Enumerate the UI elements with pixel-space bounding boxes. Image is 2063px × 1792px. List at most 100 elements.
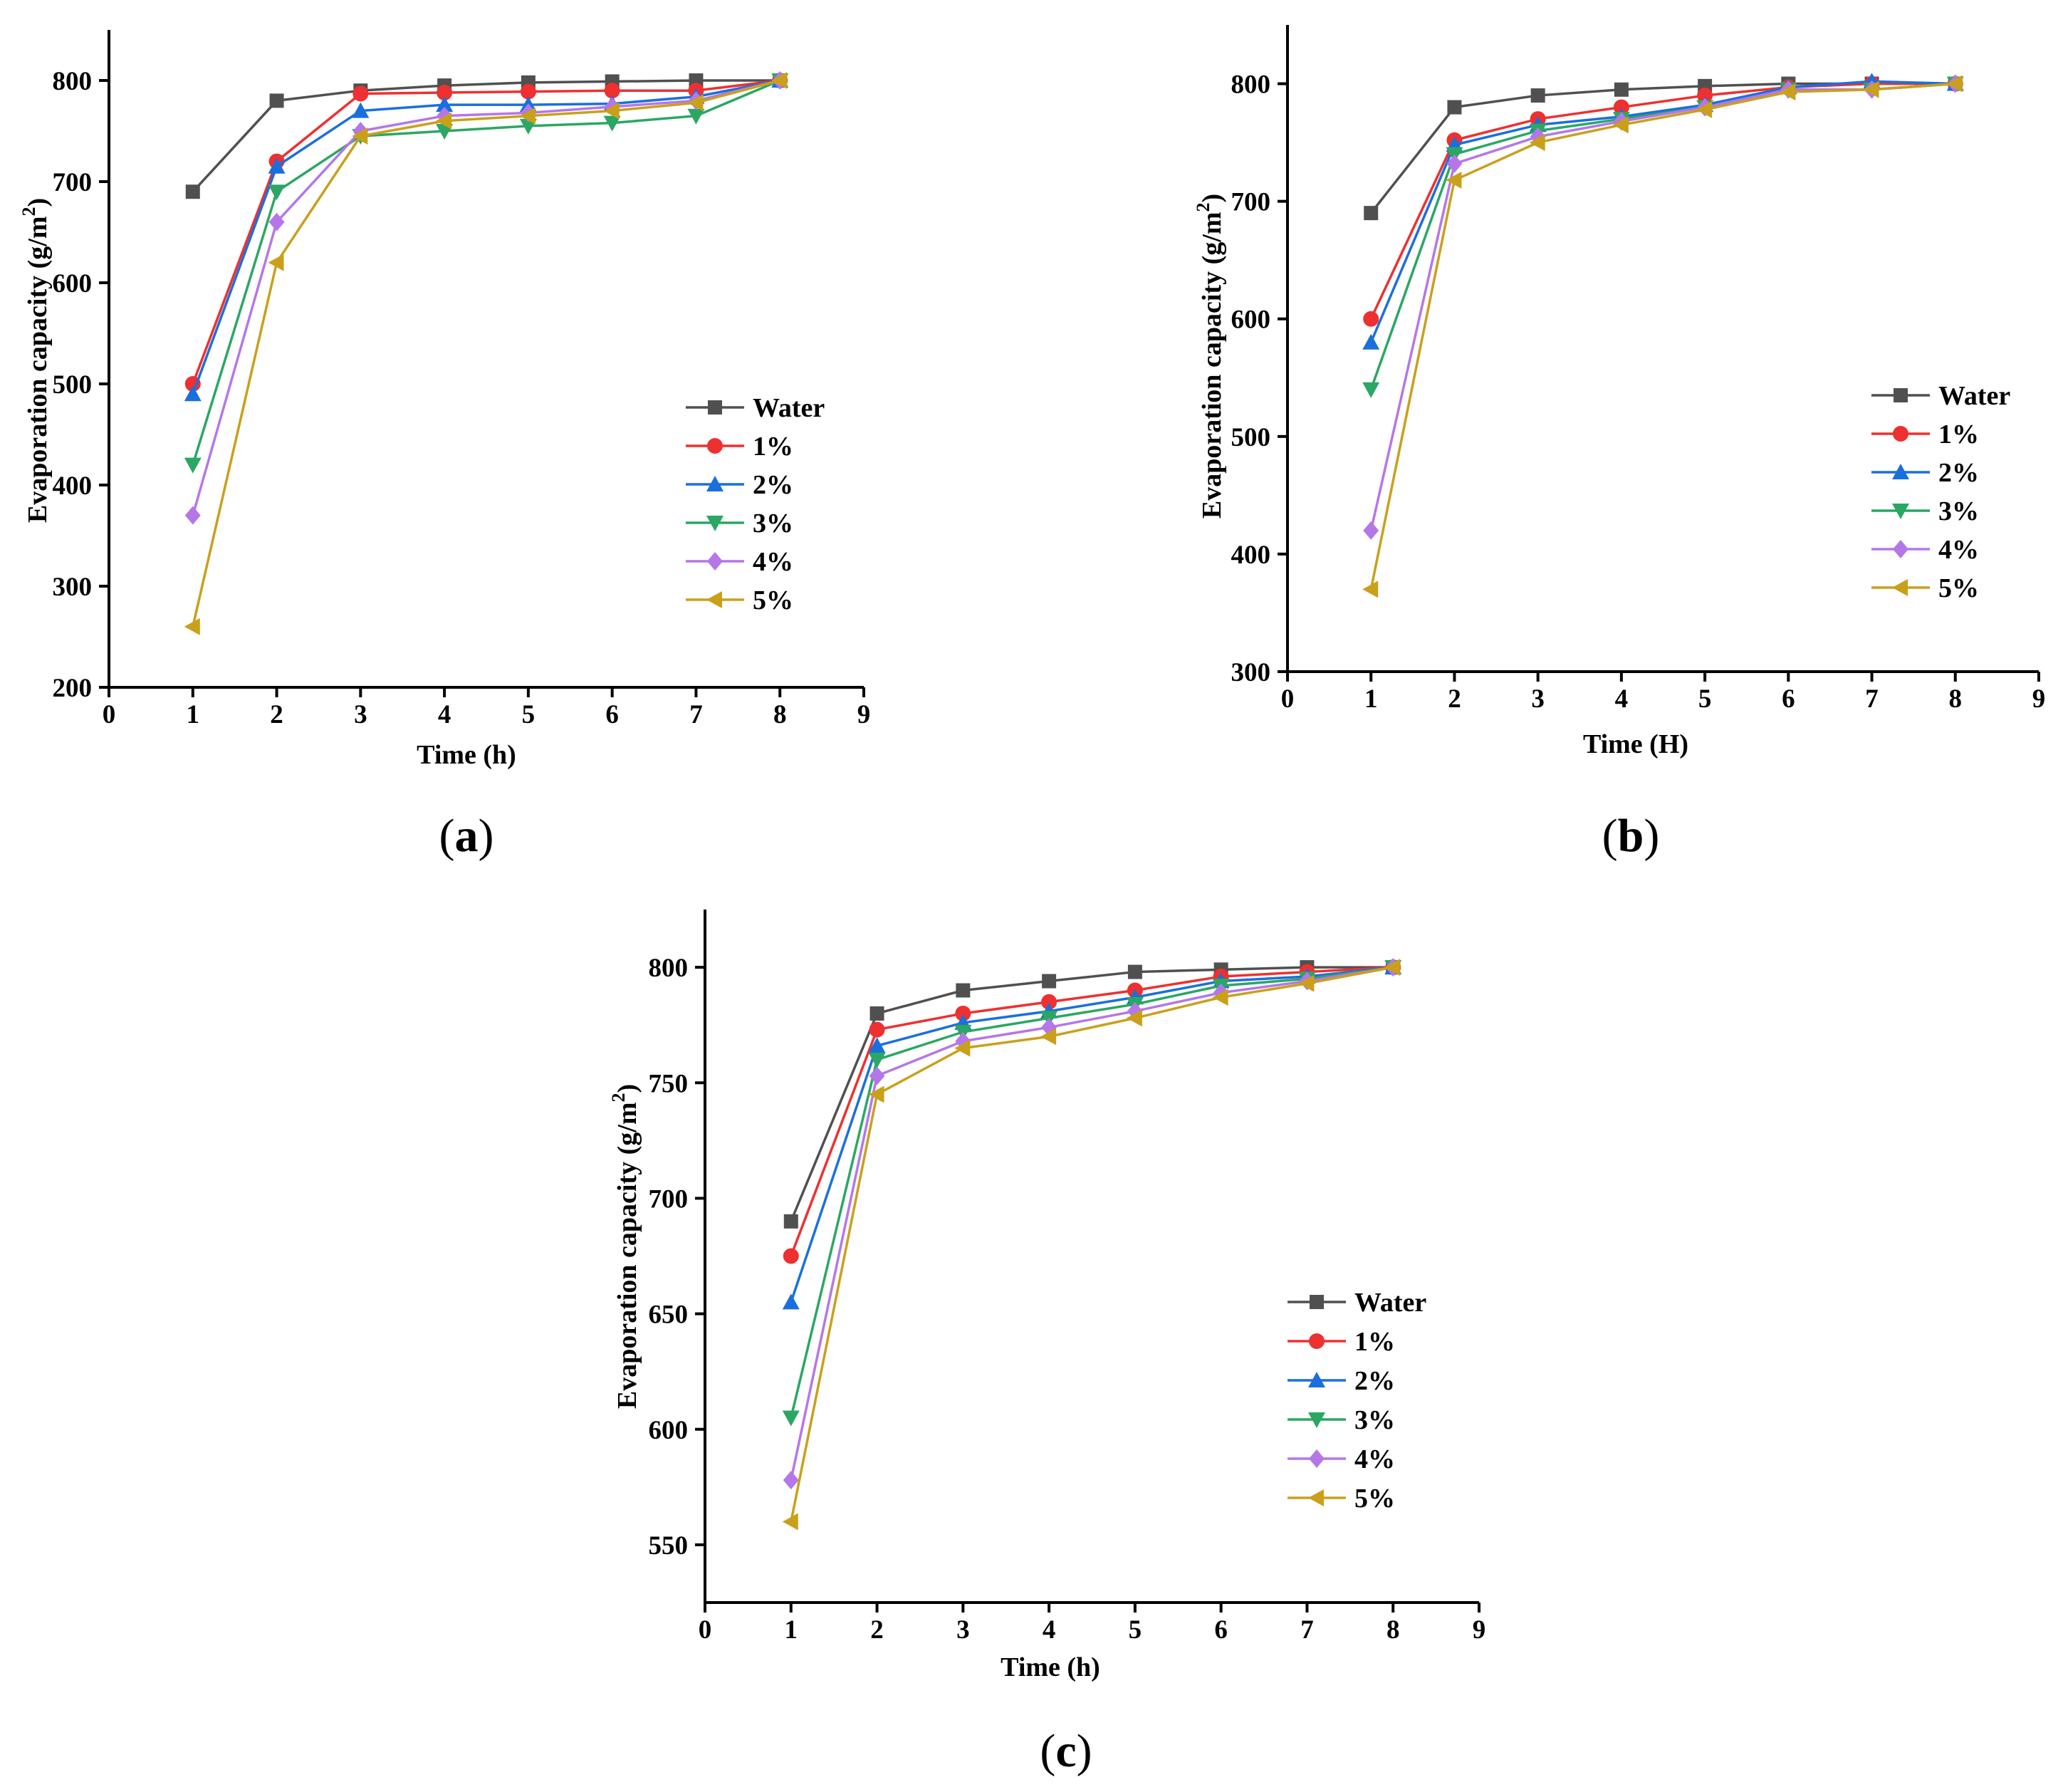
data-point <box>268 212 285 231</box>
legend-label: 3% <box>1354 1405 1395 1435</box>
x-axis-title: Time (h) <box>1001 1652 1100 1682</box>
legend-label: 4% <box>1938 535 1979 565</box>
x-tick-label: 2 <box>270 700 283 729</box>
y-axis-title: Evaporation capacity (g/m2) <box>19 198 53 523</box>
x-tick-label: 7 <box>1865 684 1879 714</box>
data-point <box>1042 974 1057 989</box>
data-point <box>185 184 200 199</box>
data-point <box>352 127 368 145</box>
data-point <box>1040 1028 1057 1046</box>
series-line-5% <box>192 79 780 627</box>
legend-marker <box>1309 1449 1325 1468</box>
data-point <box>184 385 202 402</box>
data-point <box>1780 83 1796 101</box>
data-point <box>1362 333 1380 350</box>
data-point <box>603 115 621 132</box>
y-tick-label: 300 <box>53 573 93 602</box>
legend-label: Water <box>1354 1288 1426 1318</box>
legend-marker <box>1308 1489 1324 1506</box>
data-point <box>1212 989 1228 1006</box>
data-point <box>782 1513 798 1531</box>
series-line-1% <box>192 79 780 385</box>
data-point <box>520 83 536 100</box>
data-point <box>1041 994 1057 1010</box>
legend-marker <box>707 552 723 571</box>
x-tick-label: 6 <box>605 700 619 729</box>
legend-marker <box>1894 388 1908 402</box>
panel-label: (b) <box>1602 810 1660 862</box>
legend-label: 4% <box>1354 1444 1395 1474</box>
data-point <box>184 506 201 525</box>
data-point <box>868 1037 886 1053</box>
x-tick-label: 5 <box>522 700 536 729</box>
y-tick-label: 300 <box>1231 658 1271 687</box>
data-point <box>783 1248 799 1264</box>
data-point <box>604 83 620 99</box>
legend-marker <box>706 516 724 531</box>
x-tick-label: 6 <box>1782 684 1795 714</box>
legend-label: 1% <box>1938 420 1979 449</box>
data-point <box>687 108 705 125</box>
y-tick-label: 200 <box>53 674 93 703</box>
chart-panel-c: Time (h) Evaporation capacity (g/m2) (c)… <box>608 910 1485 1777</box>
legend-label: 1% <box>753 432 793 462</box>
legend-label: 4% <box>753 547 793 577</box>
legend-label: 1% <box>1354 1327 1395 1357</box>
y-tick-label: 800 <box>53 67 93 96</box>
data-point <box>1530 88 1545 103</box>
data-point <box>955 1005 971 1021</box>
x-tick-label: 3 <box>956 1615 970 1645</box>
x-tick-label: 2 <box>870 1615 884 1645</box>
x-tick-label: 0 <box>1281 684 1295 714</box>
data-point <box>1613 99 1629 115</box>
legend-marker <box>1892 464 1909 479</box>
data-point <box>868 1052 886 1068</box>
series-line-Water <box>790 966 1394 1222</box>
y-axis-title: Evaporation capacity (g/m2) <box>1193 194 1227 519</box>
data-point <box>956 983 971 998</box>
x-tick-label: 1 <box>187 700 200 729</box>
series-line-1% <box>1369 82 1955 320</box>
data-point <box>436 96 454 113</box>
series-line-Water <box>192 79 780 193</box>
data-point <box>1363 311 1379 327</box>
legend-label: 2% <box>753 470 793 500</box>
legend-marker <box>1308 1372 1325 1387</box>
y-tick-label: 400 <box>1231 541 1271 570</box>
data-point <box>782 1293 800 1310</box>
legend-label: Water <box>753 393 825 423</box>
x-tick-label: 5 <box>1698 684 1712 714</box>
data-point <box>1446 154 1463 173</box>
series-line-5% <box>790 966 1394 1522</box>
series-line-3% <box>192 79 780 466</box>
x-tick-label: 3 <box>1531 684 1545 714</box>
series-line-2% <box>790 966 1394 1303</box>
data-point <box>1298 974 1315 992</box>
x-tick-label: 8 <box>773 700 787 729</box>
data-point <box>519 107 536 125</box>
data-point <box>1364 206 1379 221</box>
legend-marker <box>707 438 723 454</box>
y-tick-label: 650 <box>649 1301 689 1330</box>
x-tick-label: 5 <box>1129 1615 1142 1645</box>
x-tick-label: 9 <box>2032 684 2046 714</box>
legend-marker <box>1892 504 1909 519</box>
x-tick-label: 8 <box>1949 684 1963 714</box>
series-line-2% <box>192 79 780 395</box>
data-point <box>603 102 620 120</box>
chart-panel-a: Time (h) Evaporation capacity (g/m2) (a)… <box>19 30 870 862</box>
legend-label: 2% <box>1354 1366 1395 1396</box>
data-point <box>1127 964 1142 979</box>
data-point <box>1697 88 1713 104</box>
series-line-3% <box>1369 82 1955 390</box>
legend-marker <box>1309 1333 1325 1349</box>
panel-label: (c) <box>1040 1725 1092 1777</box>
x-tick-label: 9 <box>857 700 871 729</box>
y-axis-title: Evaporation capacity (g/m2) <box>608 1084 642 1409</box>
data-point <box>1384 959 1401 976</box>
legend-label: Water <box>1938 381 2010 411</box>
data-point <box>268 184 286 201</box>
data-point <box>783 1471 799 1490</box>
data-point <box>268 254 284 271</box>
